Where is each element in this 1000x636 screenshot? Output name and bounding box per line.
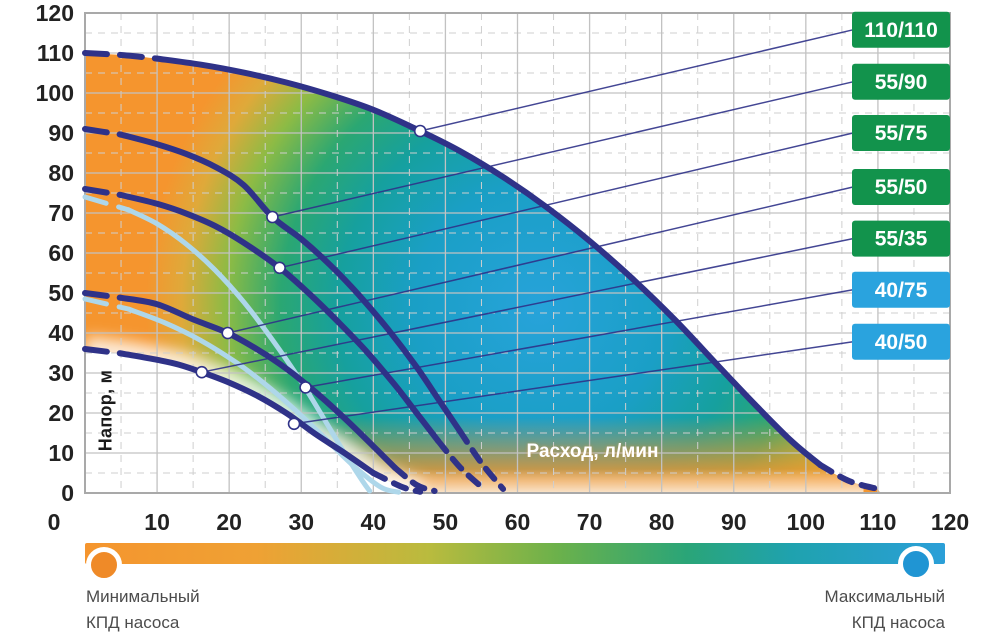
pump-label-text-55-75: 55/75	[875, 122, 928, 145]
pump-curve-40-50	[125, 306, 402, 495]
pump-curve-40-50-dashed-head	[82, 296, 131, 312]
max-efficiency-marker	[898, 546, 934, 582]
y-tick-label-100: 100	[36, 80, 74, 106]
x-tick-label-60: 60	[505, 509, 531, 535]
x-tick-label-110: 110	[859, 509, 896, 535]
pump-label-text-40-50: 40/50	[875, 331, 928, 354]
pump-curve-55-90-dashed-tail	[456, 428, 507, 492]
x-tick-label-100: 100	[787, 509, 825, 535]
duty-point-marker-55-75	[273, 261, 286, 275]
pump-label-text-55-50: 55/50	[875, 176, 928, 199]
y-tick-label-50: 50	[48, 280, 74, 306]
pump-label-box-55-90	[852, 63, 950, 100]
y-tick-label-10: 10	[48, 440, 74, 466]
pump-label-box-55-50	[852, 169, 950, 205]
pump-curve-55-35-dashed-tail	[370, 470, 424, 495]
pump-curve-55-75-dashed-tail	[435, 438, 485, 490]
x-tick-label-20: 20	[216, 509, 242, 535]
duty-point-marker-55-35	[195, 365, 209, 379]
y-tick-label-60: 60	[48, 240, 74, 266]
pump-label-box-40-50	[852, 323, 950, 360]
pump-curve-55-35	[118, 350, 377, 476]
pump-curve-55-50-dashed-tail	[392, 464, 438, 494]
pump-label-text-110-110: 110/110	[864, 19, 938, 42]
x-tick-label-40: 40	[361, 509, 387, 535]
efficiency-gradient-bar	[85, 543, 945, 564]
y-tick-label-120: 120	[36, 0, 74, 26]
pump-curve-40-75-dashed-head	[82, 194, 131, 213]
max-efficiency-label-line2: КПД насоса	[851, 613, 945, 632]
leader-line-55-35	[201, 237, 854, 373]
leader-line-55-90	[272, 81, 854, 218]
pump-label-box-55-75	[852, 115, 950, 151]
x-tick-label-70: 70	[577, 509, 603, 535]
leader-line-40-50	[293, 341, 854, 425]
y-tick-label-80: 80	[48, 160, 74, 186]
y-tick-label-20: 20	[48, 400, 74, 426]
y-tick-label-40: 40	[48, 320, 74, 346]
min-efficiency-marker	[86, 547, 122, 583]
y-tick-label-30: 30	[48, 360, 74, 386]
x-tick-label-50: 50	[433, 509, 459, 535]
pump-label-text-40-75: 40/75	[875, 279, 928, 302]
y-tick-label-110: 110	[37, 40, 74, 66]
pump-label-text-55-90: 55/90	[875, 71, 928, 94]
pump-curve-55-50	[118, 294, 398, 471]
pump-curve-110-110-dashed-tail	[817, 462, 881, 492]
pump-curve-110-110	[154, 55, 824, 468]
y-tick-label-90: 90	[48, 120, 74, 146]
x-tick-label-10: 10	[144, 509, 170, 535]
leader-line-55-75	[279, 132, 854, 269]
pump-label-box-55-35	[852, 220, 950, 257]
y-axis-title: Напор, м	[95, 369, 116, 452]
leader-line-55-50	[227, 186, 854, 334]
y-tick-label-70: 70	[48, 200, 74, 226]
max-efficiency-label-line1: Максимальный	[824, 587, 945, 606]
duty-point-marker-55-90	[266, 210, 279, 224]
x-tick-label-30: 30	[288, 509, 314, 535]
min-efficiency-label-line1: Минимальный	[86, 587, 200, 606]
x-tick-label-80: 80	[649, 509, 675, 535]
min-efficiency-label-line2: КПД насоса	[86, 613, 180, 632]
pump-curve-55-75	[118, 192, 442, 444]
y-tick-label-0: 0	[61, 480, 74, 506]
leader-line-40-75	[305, 289, 854, 389]
max-efficiency-label: Максимальный КПД насоса	[825, 584, 945, 636]
pump-curve-110-110-dashed-head	[82, 50, 161, 62]
pump-label-text-55-35: 55/35	[875, 228, 928, 251]
pump-label-box-110-110	[852, 11, 950, 48]
x-tick-label-90: 90	[721, 509, 747, 535]
x-tick-label-120: 120	[931, 509, 969, 535]
x-tick-label-0: 0	[48, 509, 61, 535]
duty-point-marker-55-50	[221, 326, 235, 340]
duty-point-marker-40-50	[287, 417, 301, 431]
x-axis-title: Расход, л/мин	[526, 441, 659, 462]
duty-point-marker-40-75	[299, 381, 312, 394]
duty-point-marker-110-110	[413, 124, 427, 138]
pump-label-box-40-75	[852, 271, 950, 308]
min-efficiency-label: Минимальный КПД насоса	[86, 584, 200, 636]
leader-line-110-110	[420, 29, 854, 132]
